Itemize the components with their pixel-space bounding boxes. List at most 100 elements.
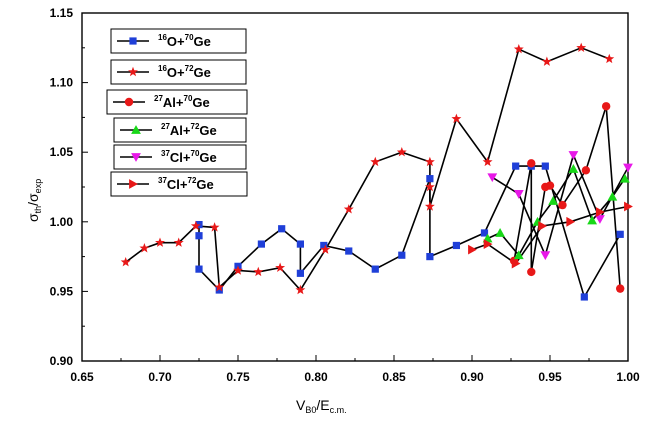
data-point-s4-3	[568, 151, 579, 160]
legend-item-3: 27Al+72Ge	[113, 117, 247, 143]
data-point-s0-6	[278, 225, 286, 233]
data-point-s1-16	[424, 181, 435, 192]
data-point-s1-10	[295, 284, 306, 295]
data-point-s1-3	[173, 237, 184, 247]
data-point-s0-15	[452, 241, 460, 250]
x-tick-label: 0.85	[382, 370, 406, 384]
y-tick-label: 1.00	[50, 215, 74, 229]
legend-marker	[131, 153, 141, 162]
data-point-s1-2	[155, 237, 165, 247]
y-axis-label: σth/σexp	[25, 179, 43, 222]
data-point-s1-9	[275, 262, 286, 272]
data-point-s4-1	[513, 190, 524, 199]
data-point-s5-5	[596, 207, 605, 217]
legend-label: 37Cl+70Ge	[161, 149, 217, 165]
data-point-s3-8	[619, 173, 630, 183]
legend-label: 16O+70Ge	[158, 33, 211, 49]
data-point-s0-12	[398, 251, 406, 259]
data-point-s2-2	[527, 267, 536, 277]
legend-marker	[129, 179, 138, 189]
y-tick-label: 1.15	[50, 6, 74, 20]
x-tick-label: 0.95	[538, 370, 562, 384]
data-point-s3-6	[587, 215, 598, 225]
x-tick-label: 1.00	[616, 370, 640, 384]
data-point-s0-21	[616, 230, 624, 238]
data-point-s1-15	[424, 156, 435, 167]
data-point-s1-12	[343, 204, 354, 214]
series-line-1	[125, 46, 610, 292]
data-point-s2-6	[581, 166, 591, 175]
series-line-0	[198, 165, 621, 300]
x-tick-label: 0.70	[148, 370, 172, 384]
data-point-s0-7	[296, 240, 304, 248]
legend-item-4: 37Cl+70Ge	[113, 144, 247, 170]
data-point-s1-13	[370, 156, 381, 167]
legend-marker	[124, 97, 134, 107]
y-tick-label: 0.95	[50, 284, 74, 298]
x-tick-label: 0.80	[304, 370, 328, 384]
data-point-s1-21	[541, 56, 552, 66]
data-point-s3-1	[495, 228, 505, 237]
legend-label: 27Al+70Ge	[154, 94, 210, 110]
data-point-s1-8	[253, 266, 264, 277]
data-point-s4-4	[595, 215, 605, 224]
legend-marker	[129, 37, 137, 45]
data-point-s3-2	[513, 250, 524, 260]
data-point-s1-22	[576, 42, 587, 53]
data-point-s1-7	[233, 265, 243, 275]
x-tick-label: 0.75	[226, 370, 250, 384]
legend: 16O+70Ge 16O+72Ge 27Al+70Ge 27Al+72Ge 37Cl+7…	[106, 28, 248, 197]
data-point-s4-2	[540, 251, 551, 261]
data-point-s0-16	[480, 229, 489, 237]
data-point-s1-11	[320, 244, 331, 254]
data-point-s0-10	[345, 247, 353, 255]
data-point-s4-5	[623, 163, 633, 173]
y-axis: 0.90 0.95 1.00 1.05 1.10 1.15	[50, 6, 88, 368]
data-point-s5-1	[483, 239, 493, 249]
legend-item-2: 27Al+70Ge	[106, 89, 248, 115]
data-point-s0-13	[426, 175, 434, 183]
x-axis-label: VB0/Ec.m.	[296, 397, 347, 415]
legend-item-5: 37Cl+72Ge	[110, 171, 248, 197]
data-point-s1-1	[139, 243, 150, 253]
data-point-s5-0	[468, 244, 477, 255]
data-point-s3-5	[568, 164, 579, 173]
x-tick-label: 0.90	[460, 370, 484, 384]
data-point-s0-17	[512, 162, 520, 170]
data-point-s1-0	[120, 256, 131, 267]
data-point-s0-19	[541, 162, 549, 170]
legend-item-0: 16O+70Ge	[110, 28, 247, 54]
data-point-s2-5	[558, 200, 567, 210]
data-point-s3-7	[607, 191, 618, 201]
data-point-s2-8	[616, 284, 625, 293]
data-point-s0-14	[426, 253, 434, 261]
y-tick-label: 1.10	[50, 76, 74, 90]
data-point-s1-20	[513, 43, 524, 54]
legend-label: 37Cl+72Ge	[158, 176, 214, 192]
data-point-s5-2	[511, 258, 521, 269]
legend-item-1: 16O+72Ge	[110, 59, 247, 85]
data-point-s0-3	[215, 286, 223, 294]
data-point-s2-1	[527, 159, 536, 168]
series-points	[120, 42, 633, 301]
data-point-s5-6	[624, 201, 633, 212]
data-point-s0-9	[320, 241, 328, 250]
legend-label: 27Al+72Ge	[161, 122, 217, 138]
data-point-s1-6	[214, 282, 225, 292]
legend-label: 16O+72Ge	[158, 64, 211, 80]
data-point-s5-4	[566, 216, 576, 227]
y-tick-label: 1.05	[50, 145, 74, 159]
data-point-s1-4	[190, 220, 201, 231]
data-point-s0-1	[195, 232, 203, 240]
x-axis: 0.65 0.70 0.75 0.80 0.85 0.90 0.95 1.00	[70, 355, 640, 384]
data-point-s1-5	[209, 222, 220, 232]
data-point-s1-19	[482, 156, 493, 167]
data-point-s0-8	[296, 269, 304, 277]
y-tick-label: 0.90	[50, 354, 74, 368]
data-point-s2-7	[601, 102, 611, 111]
data-point-s0-5	[257, 240, 265, 248]
data-point-s2-4	[545, 181, 555, 190]
data-point-s0-20	[580, 293, 588, 301]
data-point-s3-4	[548, 196, 559, 205]
